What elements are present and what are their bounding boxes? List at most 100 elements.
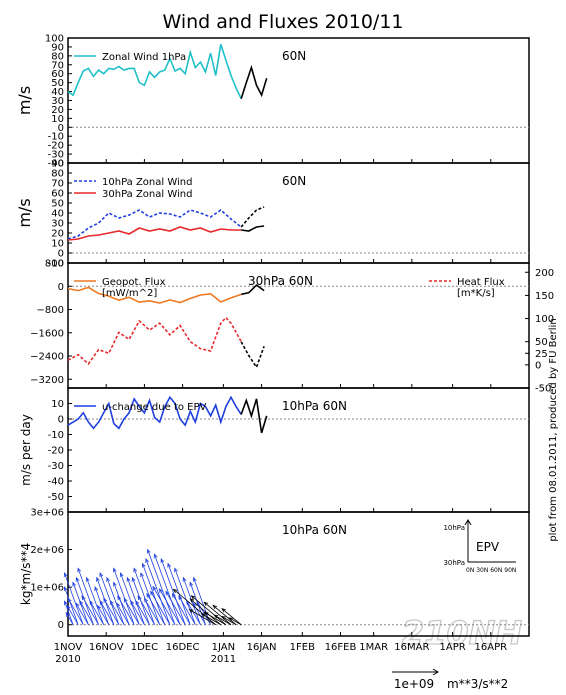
flux-arrow-head bbox=[75, 576, 80, 582]
legend-label: u-change due to EPV bbox=[102, 402, 207, 413]
flux-arrow-head bbox=[65, 611, 70, 617]
flux-arrow-head bbox=[203, 601, 209, 606]
scale-units: m**3/s**2 bbox=[447, 677, 508, 691]
x-tick-label: 1APR bbox=[439, 642, 465, 653]
y-tick-label: −800 bbox=[37, 305, 64, 316]
flux-arrow bbox=[147, 549, 176, 625]
panel-location-label: 60N bbox=[282, 174, 306, 188]
y-tick-label: 40 bbox=[51, 209, 64, 220]
flux-arrow-head bbox=[131, 576, 136, 582]
x-tick-label: 16JAN bbox=[247, 642, 277, 653]
series-line-forecast bbox=[241, 284, 265, 296]
epv-legend-top: 10hPa bbox=[443, 524, 465, 532]
series-line-forecast bbox=[241, 225, 265, 232]
flux-arrow bbox=[67, 598, 84, 625]
flux-arrow bbox=[116, 603, 130, 625]
flux-arrow-head bbox=[172, 588, 178, 594]
flux-arrow-head bbox=[75, 602, 80, 608]
y-tick-label: 0 bbox=[58, 415, 64, 426]
flux-arrow bbox=[94, 587, 110, 625]
flux-arrow bbox=[145, 558, 171, 625]
flux-arrow-head bbox=[158, 588, 163, 594]
y-tick-label: 30 bbox=[51, 96, 64, 107]
flux-arrow-head bbox=[213, 614, 219, 619]
y-axis-label: m/s bbox=[15, 86, 34, 115]
series-line-30hpa-zonal-wind bbox=[67, 226, 242, 241]
epv-legend-x: 0N 30N 60N 90N bbox=[466, 567, 516, 574]
flux-arrow-head bbox=[63, 572, 68, 578]
flux-arrow-head bbox=[171, 592, 176, 598]
flux-arrow bbox=[72, 582, 89, 625]
flux-arrow bbox=[113, 582, 130, 625]
flux-arrow bbox=[64, 572, 84, 625]
flux-arrow-head bbox=[72, 581, 77, 587]
flux-arrow bbox=[160, 558, 186, 625]
y-tick-label: -40 bbox=[48, 477, 64, 488]
flux-arrow bbox=[130, 600, 145, 625]
flux-arrow bbox=[189, 598, 222, 626]
flux-arrow-head bbox=[117, 595, 122, 601]
legend-label: 10hPa Zonal Wind bbox=[102, 177, 192, 188]
flux-arrow bbox=[106, 577, 125, 625]
flux-arrow-head bbox=[178, 595, 183, 601]
epv-legend-arrowhead bbox=[464, 519, 472, 526]
flux-arrow bbox=[186, 600, 201, 625]
flux-arrow-head bbox=[109, 600, 114, 605]
flux-arrow-head bbox=[66, 604, 71, 610]
flux-arrow-head bbox=[200, 613, 206, 618]
flux-arrow bbox=[123, 598, 140, 625]
y-tick-label: 90 bbox=[51, 42, 64, 53]
y-tick-label: 90 bbox=[51, 159, 64, 170]
y-tick-label: 70 bbox=[51, 60, 64, 71]
legend-unit: [mW/m^2] bbox=[102, 288, 157, 299]
y-tick-label: 1e+06 bbox=[30, 583, 64, 594]
flux-arrow bbox=[174, 568, 196, 625]
series-line-heat-flux bbox=[67, 316, 242, 366]
x-tick-label: 1DEC bbox=[131, 642, 158, 653]
flux-arrow bbox=[66, 605, 79, 625]
y-tick-label: 20 bbox=[51, 105, 64, 116]
flux-arrow bbox=[81, 595, 99, 625]
flux-arrow bbox=[64, 587, 79, 625]
flux-arrow bbox=[86, 577, 105, 625]
flux-arrow-head bbox=[77, 567, 82, 573]
flux-arrow-head bbox=[189, 598, 195, 603]
legend-label: Zonal Wind 1hPa bbox=[102, 52, 186, 63]
epv-legend-bottom: 30hPa bbox=[443, 559, 465, 567]
flux-arrow-head bbox=[63, 600, 68, 606]
flux-arrow-head bbox=[145, 557, 149, 563]
flux-arrow bbox=[144, 598, 161, 625]
flux-arrow-head bbox=[212, 604, 218, 610]
legend-label: Heat Flux bbox=[457, 277, 505, 288]
x-tick-label: 16DEC bbox=[166, 642, 200, 653]
flux-arrow-head bbox=[133, 567, 138, 573]
y-tick-label: -10 bbox=[48, 430, 64, 441]
y-axis-label: m/s per day bbox=[19, 414, 33, 486]
legend-label: 30hPa Zonal Wind bbox=[102, 189, 192, 200]
chart-title: Wind and Fluxes 2010/11 bbox=[162, 11, 403, 33]
x-year-label: 2011 bbox=[211, 654, 236, 665]
y-tick-label: -10 bbox=[48, 259, 64, 270]
flux-arrow-head bbox=[144, 597, 148, 603]
flux-arrow bbox=[150, 591, 171, 625]
y-tick-label: 0 bbox=[58, 620, 64, 631]
flux-arrow-head bbox=[89, 600, 94, 605]
x-tick-label: 1NOV bbox=[54, 642, 83, 653]
flux-arrow-head bbox=[123, 597, 128, 603]
flux-arrow-head bbox=[85, 576, 90, 582]
y-tick-label: 40 bbox=[51, 87, 64, 98]
flux-arrow-head bbox=[153, 553, 158, 559]
panel-3: −3200−2400−1600−8000800-5002550100150200… bbox=[30, 259, 554, 395]
flux-arrow-head bbox=[147, 548, 151, 554]
flux-arrow-head bbox=[63, 586, 68, 592]
flux-arrow bbox=[75, 603, 89, 625]
flux-arrow-head bbox=[174, 567, 178, 573]
panel-1: -40-30-20-100102030405060708090100m/s60N… bbox=[15, 34, 530, 170]
flux-arrow-head bbox=[94, 586, 99, 592]
flux-arrow-head bbox=[99, 572, 104, 578]
flux-arrow bbox=[77, 568, 99, 625]
flux-arrow-head bbox=[150, 590, 155, 596]
y-tick-label: 80 bbox=[51, 169, 64, 180]
flux-arrow-head bbox=[81, 595, 86, 601]
